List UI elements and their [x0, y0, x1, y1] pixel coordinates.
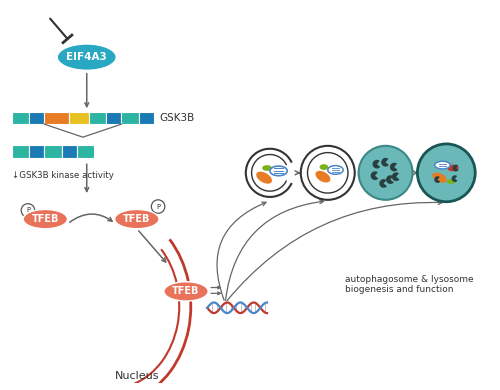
Text: P: P [156, 204, 160, 209]
Bar [77, 145, 94, 158]
Bar [122, 112, 139, 124]
Wedge shape [386, 175, 394, 184]
Ellipse shape [447, 179, 456, 184]
Circle shape [418, 144, 475, 202]
Text: TFEB: TFEB [123, 214, 150, 224]
Wedge shape [452, 175, 458, 182]
Text: autophagosome & lysosome
biogenesis and function: autophagosome & lysosome biogenesis and … [345, 275, 474, 294]
Wedge shape [370, 171, 378, 180]
Wedge shape [392, 172, 400, 181]
Ellipse shape [432, 172, 447, 183]
Bar [44, 145, 62, 158]
Bar [70, 112, 88, 124]
Text: P: P [26, 207, 30, 213]
Bar [106, 112, 122, 124]
Bar [62, 145, 77, 158]
Ellipse shape [448, 165, 459, 171]
Bar [139, 112, 154, 124]
Wedge shape [380, 179, 387, 188]
Ellipse shape [328, 166, 343, 174]
Ellipse shape [256, 172, 272, 184]
Circle shape [358, 146, 412, 200]
Ellipse shape [164, 282, 208, 301]
Circle shape [300, 146, 354, 200]
Bar [29, 145, 44, 158]
Text: EIF4A3: EIF4A3 [66, 52, 107, 62]
Text: ↓GSK3B kinase activity: ↓GSK3B kinase activity [12, 171, 114, 180]
Circle shape [308, 152, 348, 193]
Wedge shape [390, 163, 398, 171]
Circle shape [21, 204, 34, 217]
Ellipse shape [434, 161, 450, 169]
Bar [29, 112, 44, 124]
Wedge shape [381, 158, 389, 167]
Ellipse shape [23, 209, 68, 229]
Bar [12, 145, 29, 158]
Text: TFEB: TFEB [32, 214, 59, 224]
Ellipse shape [262, 165, 272, 171]
Ellipse shape [316, 171, 330, 183]
Ellipse shape [320, 164, 328, 170]
Bar [12, 112, 29, 124]
Bar [88, 112, 106, 124]
Ellipse shape [270, 166, 287, 176]
Ellipse shape [114, 209, 159, 229]
Wedge shape [434, 176, 440, 183]
Circle shape [152, 200, 165, 213]
Text: GSK3B: GSK3B [159, 113, 194, 123]
Ellipse shape [57, 44, 116, 71]
Wedge shape [452, 165, 458, 171]
Text: TFEB: TFEB [172, 286, 200, 296]
Text: Nucleus: Nucleus [114, 371, 159, 381]
Bar [44, 112, 70, 124]
Wedge shape [372, 160, 380, 168]
